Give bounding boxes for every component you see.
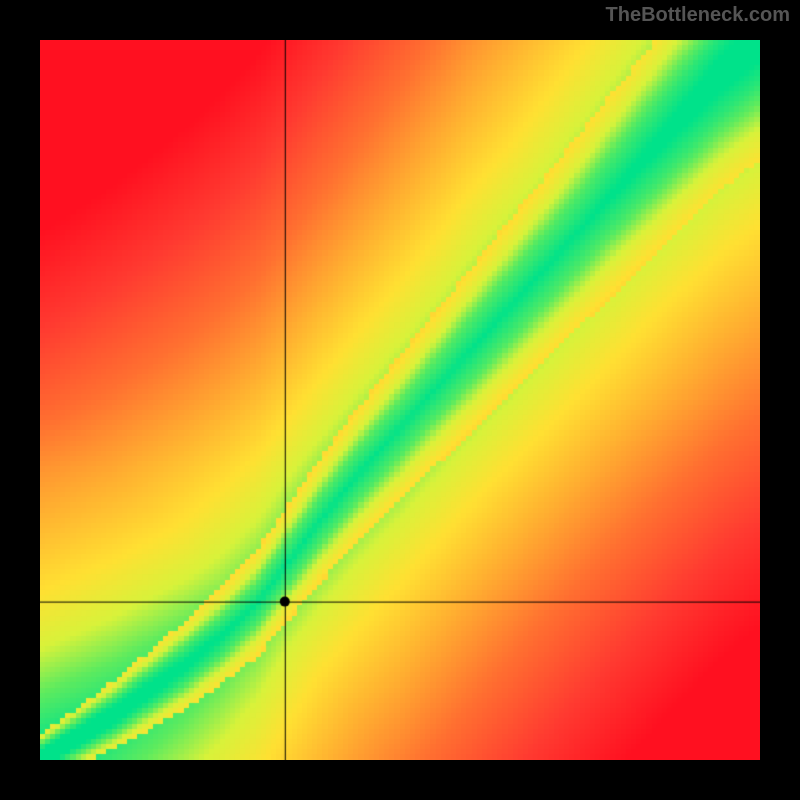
crosshair-overlay — [40, 40, 760, 760]
watermark-text: TheBottleneck.com — [606, 4, 790, 27]
